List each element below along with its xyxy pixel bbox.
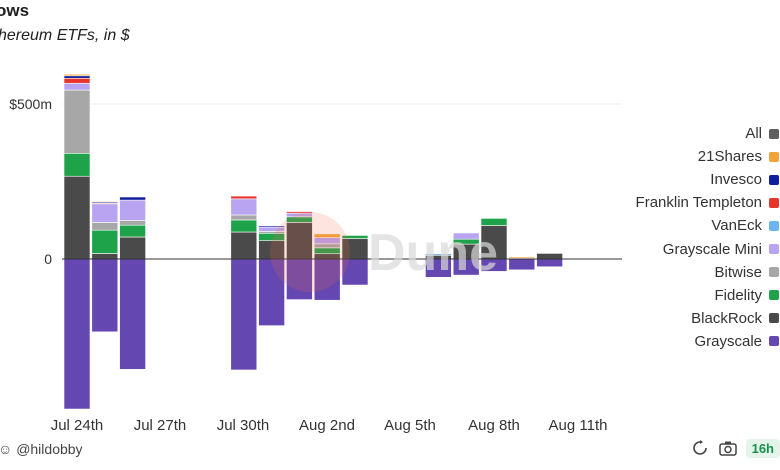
bar-bitwise bbox=[119, 220, 146, 226]
legend-label: BlackRock bbox=[691, 309, 762, 327]
legend-swatch bbox=[769, 128, 779, 139]
x-tick-label: Jul 30th bbox=[217, 417, 270, 434]
bar-grayscale bbox=[91, 258, 119, 333]
legend-swatch bbox=[769, 290, 779, 301]
chart-legend: All 21Shares Invesco Franklin Templeton VanE… bbox=[520, 122, 780, 353]
legend-label: Franklin Templeton bbox=[635, 194, 762, 212]
author-handle-text: @hildobby bbox=[16, 441, 83, 457]
bar-blackrock bbox=[119, 236, 146, 260]
bar-invesco bbox=[119, 196, 146, 201]
bar-21shares bbox=[91, 200, 119, 203]
bar-vaneck bbox=[425, 253, 452, 256]
legend-item[interactable]: Fidelity bbox=[520, 284, 780, 307]
x-tick-label: Aug 8th bbox=[468, 417, 520, 434]
legend-item[interactable]: Invesco bbox=[520, 168, 780, 191]
legend-item[interactable]: Bitwise bbox=[520, 261, 780, 284]
bar-blackrock bbox=[480, 225, 508, 260]
bar-fidelity bbox=[63, 152, 91, 177]
legend-swatch bbox=[769, 267, 779, 278]
y-tick-label: 0 bbox=[44, 251, 52, 267]
legend-item[interactable]: BlackRock bbox=[520, 307, 780, 330]
bar-grayscale bbox=[119, 258, 146, 370]
bar-franklin-templeton bbox=[230, 195, 258, 200]
bar-grayscale-mini bbox=[452, 232, 480, 240]
x-tick-label: Jul 27th bbox=[134, 417, 187, 434]
legend-swatch bbox=[769, 197, 779, 208]
bar-bitwise bbox=[91, 222, 119, 231]
watermark-text: Dune bbox=[368, 224, 498, 282]
bar-blackrock bbox=[230, 231, 258, 260]
legend-label: Fidelity bbox=[714, 286, 762, 304]
bar-franklin-templeton bbox=[286, 211, 313, 214]
bar-grayscale-mini bbox=[91, 203, 119, 223]
bar-grayscale bbox=[313, 258, 341, 301]
legend-label: Grayscale bbox=[694, 332, 762, 350]
bar-blackrock bbox=[63, 175, 91, 260]
author-handle[interactable]: ☺ @hildobby bbox=[0, 441, 83, 457]
dune-watermark: Dune bbox=[268, 212, 518, 297]
legend-item[interactable]: VanEck bbox=[520, 214, 780, 237]
chart-title: ows bbox=[0, 1, 30, 20]
x-tick-label: Aug 5th bbox=[384, 417, 436, 434]
bar-fidelity bbox=[230, 219, 258, 233]
x-tick-label: Aug 2nd bbox=[299, 417, 355, 434]
x-tick-label: Jul 24th bbox=[51, 417, 104, 434]
bar-franklin-templeton bbox=[63, 77, 91, 84]
legend-label: 21Shares bbox=[697, 148, 762, 166]
legend-label: All bbox=[745, 125, 762, 143]
chart-subtitle: hereum ETFs, in $ bbox=[0, 27, 130, 44]
y-tick-label: $500m bbox=[9, 96, 52, 112]
legend-label: Invesco bbox=[710, 171, 762, 189]
legend-swatch bbox=[769, 151, 779, 162]
bar-grayscale bbox=[258, 258, 285, 326]
legend-swatch bbox=[769, 313, 779, 324]
legend-swatch bbox=[769, 244, 779, 255]
bar-grayscale bbox=[230, 258, 258, 371]
user-icon: ☺ bbox=[0, 441, 13, 457]
bar-grayscale-mini bbox=[119, 199, 146, 221]
bar-fidelity bbox=[480, 218, 508, 226]
legend-swatch bbox=[769, 220, 779, 231]
bar-grayscale bbox=[286, 258, 313, 300]
bar-fidelity bbox=[91, 229, 119, 254]
bar-21shares bbox=[313, 233, 341, 238]
bar-fidelity bbox=[341, 235, 369, 239]
legend-swatch bbox=[769, 336, 779, 347]
camera-icon[interactable] bbox=[718, 438, 738, 458]
legend-item[interactable]: All bbox=[520, 122, 780, 145]
bar-invesco bbox=[63, 75, 91, 79]
bar-21shares bbox=[508, 256, 536, 259]
legend-label: Grayscale Mini bbox=[662, 240, 762, 258]
bar-grayscale bbox=[63, 258, 91, 410]
legend-item[interactable]: Grayscale bbox=[520, 330, 780, 353]
x-tick-label: Aug 11th bbox=[549, 417, 608, 434]
footer-actions: 16h bbox=[690, 438, 780, 458]
legend-label: Bitwise bbox=[714, 263, 762, 281]
legend-swatch bbox=[769, 174, 779, 185]
bar-bitwise bbox=[230, 214, 258, 221]
bar-grayscale bbox=[341, 258, 369, 286]
refresh-icon[interactable] bbox=[690, 438, 710, 458]
bar-grayscale-mini bbox=[230, 198, 258, 216]
bar-grayscale-mini bbox=[63, 82, 91, 91]
bar-21shares bbox=[63, 73, 91, 77]
legend-item[interactable]: Franklin Templeton bbox=[520, 191, 780, 214]
bar-invesco bbox=[258, 225, 285, 228]
legend-item[interactable]: 21Shares bbox=[520, 145, 780, 168]
bar-fidelity bbox=[119, 224, 146, 238]
legend-label: VanEck bbox=[711, 217, 762, 235]
bar-bitwise bbox=[63, 89, 91, 154]
legend-item[interactable]: Grayscale Mini bbox=[520, 237, 780, 260]
freshness-badge: 16h bbox=[745, 438, 780, 458]
bar-blackrock bbox=[91, 253, 119, 260]
